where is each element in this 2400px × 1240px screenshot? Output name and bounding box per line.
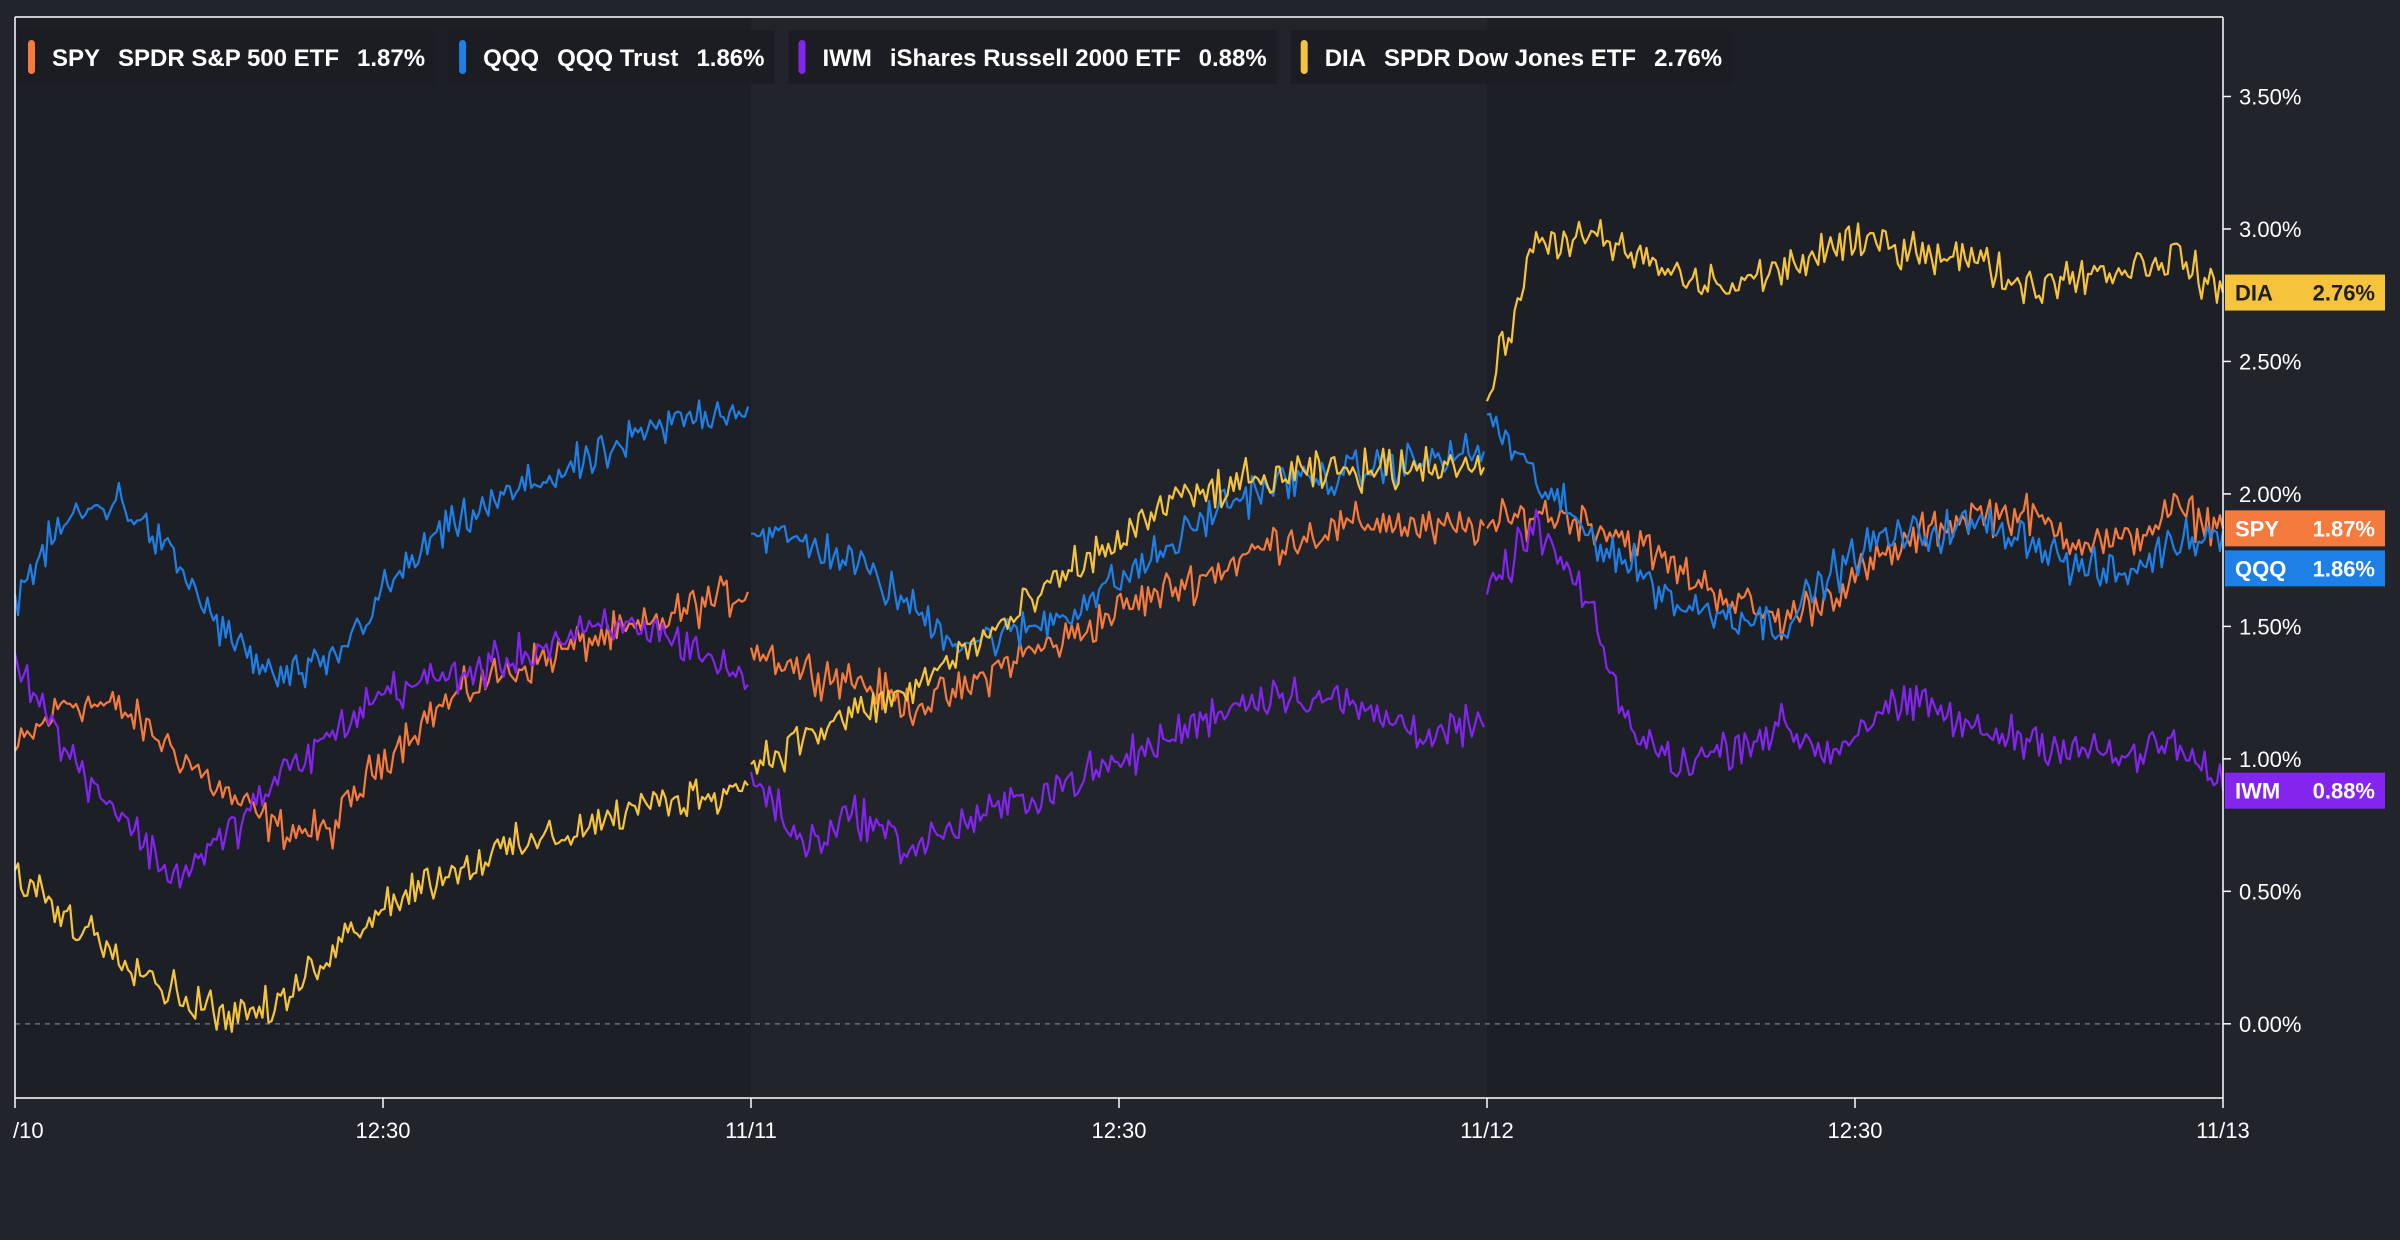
y-tick-label: 3.50% (2239, 84, 2301, 109)
badge-symbol: IWM (2235, 779, 2280, 804)
series-line-dia-session-1 (14, 778, 749, 1033)
badge-value: 2.76% (2313, 281, 2375, 306)
legend-symbol: DIA (1325, 45, 1366, 72)
badge-symbol: DIA (2235, 281, 2273, 306)
x-tick-label: 12:30 (1091, 1118, 1146, 1143)
legend-item-iwm: IWM iShares Russell 2000 ETF 0.88% (788, 30, 1277, 84)
badge-background (2225, 550, 2385, 587)
badge-background (2225, 274, 2385, 311)
legend-item-qqq: QQQ QQQ Trust 1.86% (449, 30, 775, 84)
legend-last: 1.87% (357, 45, 425, 72)
legend-symbol: SPY (52, 45, 100, 72)
legend-symbol: IWM (823, 45, 872, 72)
legend-color-swatch (798, 40, 806, 74)
x-tick-label: 11/11 (725, 1118, 777, 1143)
series-line-dia-session-3 (1485, 219, 2225, 402)
y-tick-label: 0.00% (2239, 1012, 2301, 1037)
y-tick-label: 1.00% (2239, 747, 2301, 772)
last-value-badge-spy: SPY 1.87% (2225, 510, 2385, 547)
badge-value: 0.88% (2313, 779, 2375, 804)
legend-symbol: QQQ (483, 45, 539, 72)
legend-last: 1.86% (696, 45, 764, 72)
legend-chip-background (18, 30, 436, 84)
x-tick-label: 12:30 (355, 1118, 410, 1143)
legend-name: iShares Russell 2000 ETF (890, 45, 1181, 72)
legend-chip-background (449, 30, 775, 84)
y-tick-label: 2.00% (2239, 482, 2301, 507)
x-tick-label: 12:30 (1827, 1118, 1882, 1143)
series-line-qqq-session-3 (1486, 412, 2225, 641)
series-line-iwm-session-3 (1485, 509, 2225, 791)
y-tick-label: 0.50% (2239, 879, 2301, 904)
legend-item-spy: SPY SPDR S&P 500 ETF 1.87% (18, 30, 436, 84)
badge-symbol: QQQ (2235, 556, 2286, 581)
x-tick-label: 11/13 (2196, 1118, 2249, 1143)
badge-symbol: SPY (2235, 516, 2279, 541)
x-tick-label: 11/12 (1460, 1118, 1513, 1143)
y-tick-label: 1.50% (2239, 614, 2301, 639)
legend-name: SPDR Dow Jones ETF (1384, 45, 1636, 72)
last-value-badge-qqq: QQQ 1.86% (2225, 550, 2385, 587)
x-tick-label: /10 (13, 1118, 44, 1143)
series-line-qqq-session-1 (13, 399, 750, 689)
series-line-spy-session-3 (1486, 492, 2225, 641)
legend-name: SPDR S&P 500 ETF (118, 45, 339, 72)
legend-name: QQQ Trust (557, 45, 678, 72)
y-tick-label: 3.00% (2239, 217, 2301, 242)
legend-chip-background (1290, 30, 1733, 84)
legend-color-swatch (1300, 40, 1308, 74)
legend-item-dia: DIA SPDR Dow Jones ETF 2.76% (1290, 30, 1733, 84)
legend-chip-background (788, 30, 1277, 84)
y-tick-label: 2.50% (2239, 349, 2301, 374)
legend-last: 0.88% (1199, 45, 1267, 72)
badge-background (2225, 510, 2385, 547)
legend-last: 2.76% (1654, 45, 1722, 72)
last-value-badge-dia: DIA 2.76% (2225, 274, 2385, 311)
series-line-spy-session-1 (14, 575, 750, 851)
badge-value: 1.86% (2313, 556, 2375, 581)
series-line-iwm-session-1 (13, 608, 749, 889)
last-value-badge-iwm: IWM 0.88% (2225, 772, 2385, 809)
legend-color-swatch (28, 40, 35, 74)
session-shade-first (15, 17, 751, 1098)
legend-color-swatch (459, 40, 467, 74)
series-line-dia-session-2 (750, 446, 1486, 775)
badge-value: 1.87% (2313, 516, 2375, 541)
badge-background (2225, 772, 2385, 809)
series-line-iwm-session-2 (749, 676, 1485, 865)
